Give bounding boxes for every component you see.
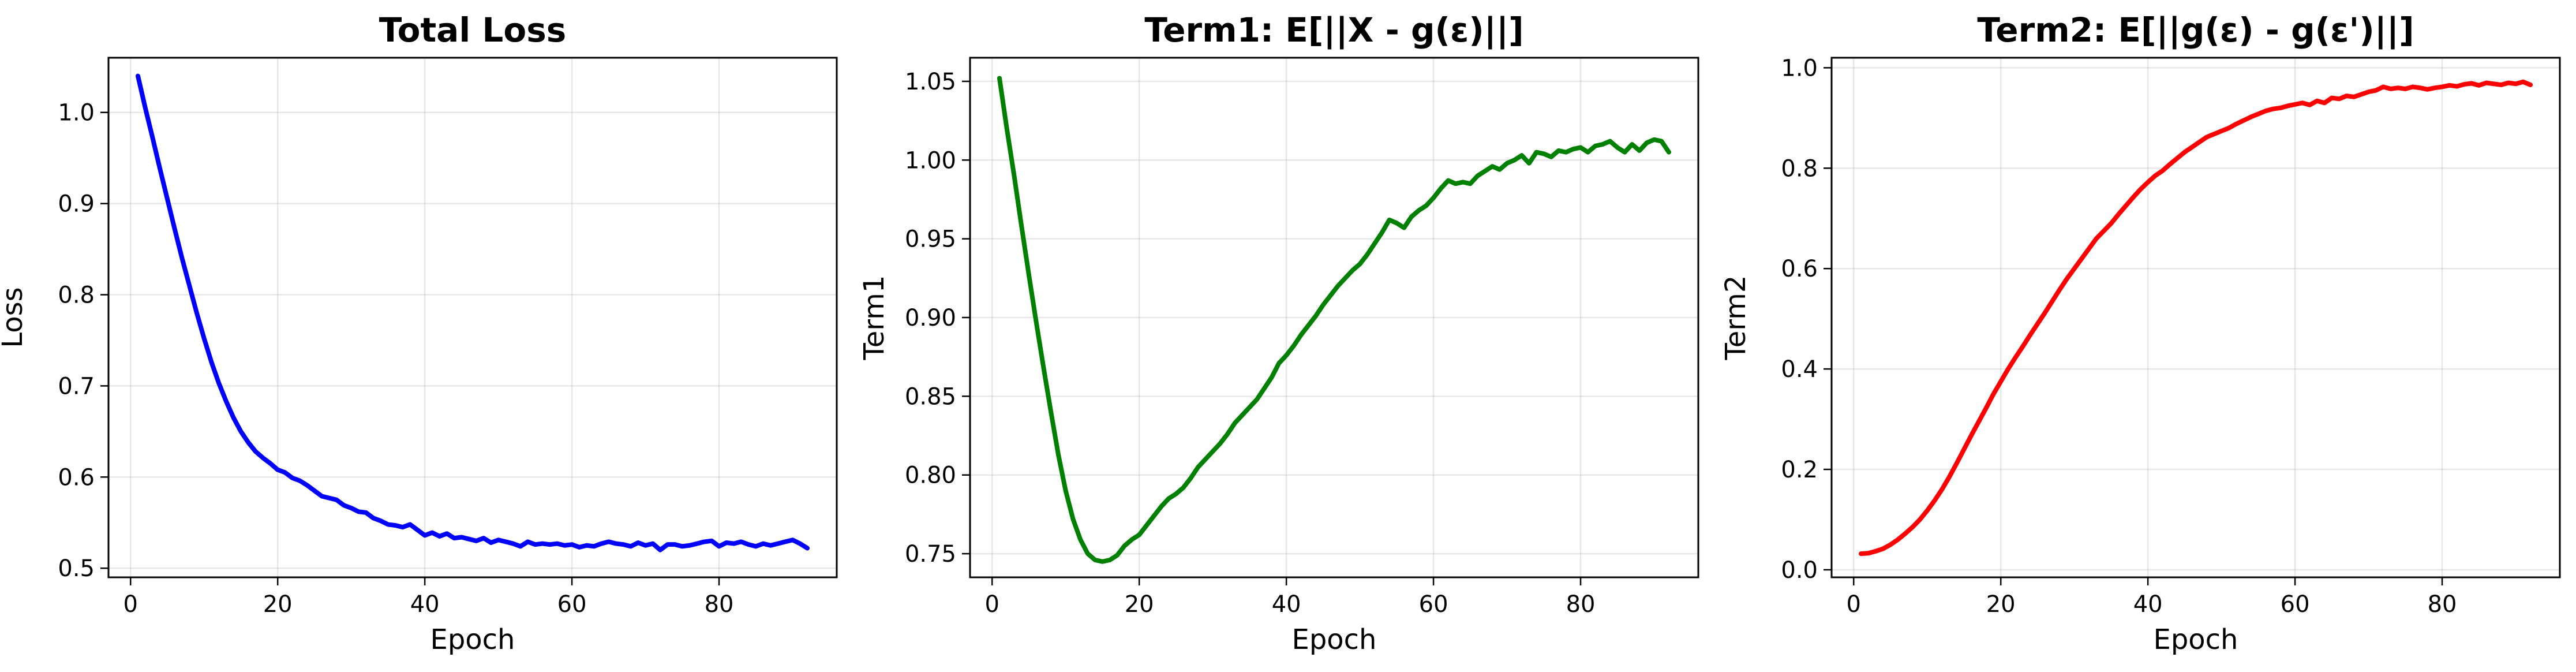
y-tick-label: 0.8	[58, 282, 95, 309]
x-tick-label: 40	[1272, 591, 1301, 618]
x-tick-label: 20	[1125, 591, 1154, 618]
y-tick-label: 1.0	[1781, 55, 1818, 81]
x-tick-label: 60	[557, 591, 587, 618]
x-tick-label: 20	[263, 591, 293, 618]
y-tick-label: 0.9	[58, 191, 95, 218]
x-axis-label: Epoch	[2154, 624, 2238, 656]
y-tick-label: 1.05	[905, 69, 956, 95]
plot-frame	[1830, 57, 2561, 578]
x-tick-label: 0	[1847, 591, 1861, 618]
series-line	[997, 76, 1672, 564]
x-tick-label: 40	[410, 591, 440, 618]
y-tick-label: 0.90	[905, 305, 956, 331]
y-tick-label: 0.0	[1781, 557, 1818, 584]
x-tick-label: 60	[1419, 591, 1448, 618]
y-axis-label: Term1	[858, 275, 890, 361]
x-tick-label: 0	[985, 591, 999, 618]
y-tick-label: 0.80	[905, 462, 956, 489]
x-tick-label: 0	[123, 591, 138, 618]
y-tick-label: 0.95	[905, 226, 956, 253]
x-axis-label: Epoch	[430, 624, 515, 656]
chart-title: Term2: E[||g(ε) - g(ε')||]	[1977, 10, 2414, 50]
y-tick-label: 0.75	[905, 541, 956, 568]
x-tick-label: 80	[2428, 591, 2457, 618]
x-tick-label: 40	[2133, 591, 2163, 618]
x-tick-label: 20	[1986, 591, 2016, 618]
y-axis-label: Loss	[0, 287, 29, 348]
y-tick-label: 0.4	[1781, 356, 1818, 383]
x-tick-label: 80	[1566, 591, 1596, 618]
subplot-3: 0 20 40 60 80 0.0 0.2 0.4 0.6 0.8 1.0 Term2: E[||g(…	[1720, 10, 2561, 656]
y-tick-label: 0.85	[905, 383, 956, 410]
subplot-2: 0 20 40 60 80 0.75 0.80 0.85 0.90 0.95 1.00 1.05 Ter…	[858, 10, 1699, 656]
y-tick-label: 1.00	[905, 147, 956, 174]
x-tick-label: 60	[2281, 591, 2310, 618]
y-axis-label: Term2	[1720, 275, 1752, 361]
chart-title: Total Loss	[379, 10, 567, 50]
y-tick-label: 0.6	[1781, 256, 1818, 282]
plot-frame	[107, 57, 838, 578]
y-tick-label: 1.0	[58, 100, 95, 126]
chart-title: Term1: E[||X - g(ε)||]	[1144, 10, 1523, 50]
series-line	[135, 73, 810, 552]
y-tick-label: 0.6	[58, 464, 95, 491]
subplot-1: 0 20 40 60 80 0.5 0.6 0.7 0.8 0.9 1.0 Total Loss Epo…	[0, 10, 838, 656]
y-tick-label: 0.5	[58, 555, 95, 582]
y-tick-label: 0.2	[1781, 457, 1818, 483]
y-tick-label: 0.8	[1781, 155, 1818, 182]
series-line	[1858, 79, 2533, 557]
y-tick-label: 0.7	[58, 373, 95, 400]
plot-frame	[969, 57, 1699, 578]
x-axis-label: Epoch	[1292, 624, 1377, 656]
x-tick-label: 80	[705, 591, 734, 618]
